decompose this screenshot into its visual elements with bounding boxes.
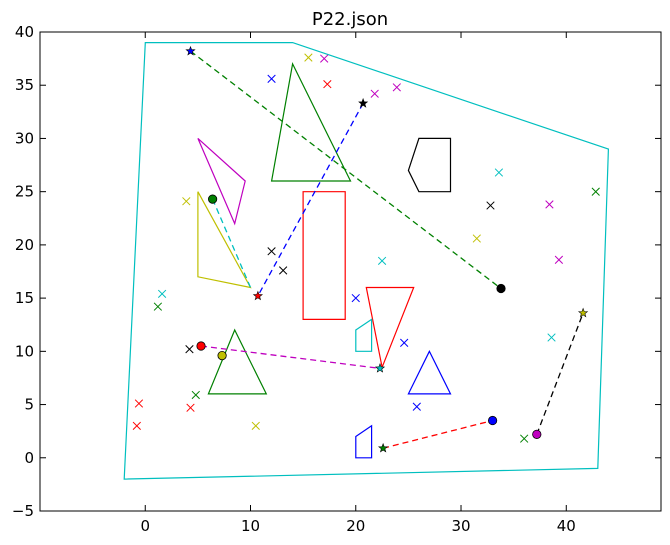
polygon-black [407, 137, 452, 193]
polygon-cyan [355, 318, 373, 352]
cross-marker [182, 197, 191, 206]
x-tick-label: 40 [557, 517, 576, 535]
cross-marker [267, 247, 276, 256]
cross-marker [494, 168, 504, 177]
polygon-cyan [123, 41, 610, 480]
cross-marker [486, 201, 495, 210]
x-tick-label: 30 [451, 517, 470, 535]
path-cyan [212, 198, 252, 288]
path-magenta [200, 345, 381, 370]
markers [132, 45, 600, 453]
cross-marker [278, 266, 288, 275]
paths [190, 50, 584, 449]
polygon-blue [407, 349, 452, 395]
cross-marker [323, 80, 332, 89]
star-marker [377, 442, 389, 453]
cross-marker [251, 421, 260, 430]
cross-marker [320, 54, 329, 63]
cross-marker [554, 255, 564, 264]
cross-marker [186, 403, 195, 412]
star-marker [577, 307, 589, 318]
polygon-red [302, 191, 346, 320]
y-tick-label: 10 [15, 342, 34, 360]
cross-marker [132, 421, 141, 430]
circle-marker [217, 350, 227, 361]
y-axis: −5 0 5 10 15 20 25 30 35 40 [12, 23, 661, 520]
y-tick-label: 30 [15, 129, 34, 147]
x-tick-label: 10 [241, 517, 260, 535]
y-tick-label: 25 [15, 183, 34, 201]
polygon-yellow [197, 191, 252, 289]
star-marker [185, 45, 196, 56]
polygon-red [365, 286, 415, 370]
polygon-green [207, 328, 268, 395]
cross-marker [392, 83, 401, 92]
path-red [382, 419, 493, 449]
circle-marker [487, 415, 498, 426]
star-marker [374, 363, 386, 373]
cross-marker [351, 293, 360, 303]
polygon-magenta [197, 137, 246, 226]
y-tick-label: 15 [15, 289, 34, 307]
cross-marker [267, 74, 276, 83]
path-green [190, 50, 502, 290]
circle-marker [208, 194, 218, 204]
y-tick-label: 20 [15, 236, 34, 254]
y-tick-label: 35 [15, 76, 34, 94]
cross-marker [520, 434, 529, 443]
polygon-blue [355, 424, 373, 459]
cross-marker [370, 89, 379, 98]
y-tick-label: −5 [12, 502, 34, 520]
cross-marker [191, 390, 200, 400]
cross-marker [157, 289, 167, 299]
cross-marker [153, 302, 163, 311]
polygons [123, 41, 610, 480]
path-black [536, 312, 584, 435]
chart-title: P22.json [312, 9, 388, 30]
cross-marker [304, 53, 313, 62]
circle-marker [496, 283, 506, 294]
circle-marker [196, 341, 206, 351]
x-axis: 0 10 20 30 40 [140, 32, 576, 535]
plot-frame [39, 31, 662, 512]
y-tick-label: 40 [15, 23, 34, 41]
cross-marker [400, 338, 409, 347]
star-marker [252, 290, 263, 301]
cross-marker [545, 200, 554, 209]
y-tick-label: 0 [24, 449, 34, 467]
x-tick-label: 20 [346, 517, 365, 535]
polygon-green [270, 62, 352, 182]
cross-marker [134, 399, 144, 408]
cross-marker [547, 333, 556, 342]
cross-marker [377, 256, 387, 266]
cross-marker [412, 402, 421, 411]
cross-marker [185, 345, 194, 354]
y-tick-label: 5 [24, 396, 34, 414]
cross-marker [591, 187, 600, 196]
star-marker [358, 97, 369, 108]
cross-marker [472, 234, 481, 243]
path-blue [257, 103, 364, 297]
circle-marker [532, 429, 542, 439]
axes [39, 31, 662, 512]
x-tick-label: 0 [140, 517, 150, 535]
